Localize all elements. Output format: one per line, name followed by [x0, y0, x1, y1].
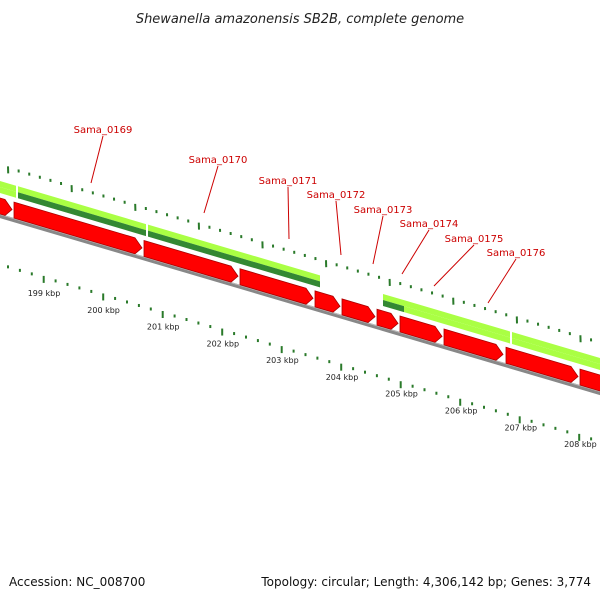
map-title: Shewanella amazonensis SB2B, complete ge… — [136, 12, 464, 27]
gene-leader-line — [372, 215, 384, 265]
backbone-line — [0, 213, 600, 396]
gene-arrow — [314, 290, 341, 313]
feature-track — [0, 181, 600, 371]
accession-label: Accession: NC_008700 — [9, 575, 145, 589]
gene-label: Sama_0171 — [259, 176, 318, 187]
gene-leader-line — [335, 200, 342, 256]
gene-arrow — [239, 268, 314, 305]
gene-leader-line — [487, 258, 517, 304]
feature-block — [244, 252, 320, 282]
feature-block-core — [18, 192, 146, 237]
feature-block-core — [404, 306, 510, 344]
gene-label: Sama_0174 — [400, 219, 459, 230]
kbp-label: 201 kbp — [147, 323, 180, 332]
gene-arrow — [376, 308, 399, 330]
gene-label: Sama_0169 — [74, 125, 133, 136]
top-tick-marks — [7, 166, 593, 343]
feature-block — [404, 300, 510, 338]
gene-arrow — [341, 298, 376, 324]
genome-backbone — [0, 213, 600, 396]
gene-label: Sama_0173 — [354, 205, 413, 216]
feature-block — [0, 181, 16, 192]
gene-arrow — [443, 328, 504, 361]
bottom-tick-marks — [7, 265, 593, 441]
kbp-scale-labels: 199 kbp 200 kbp 201 kbp 202 kbp 203 kbp 204 k… — [28, 289, 597, 449]
kbp-label: 200 kbp — [87, 306, 120, 315]
kbp-label: 205 kbp — [385, 390, 418, 399]
gene-label: Sama_0175 — [445, 234, 504, 245]
gene-arrow-track — [0, 197, 600, 392]
kbp-label: 206 kbp — [445, 406, 478, 415]
feature-block-core — [244, 258, 320, 288]
feature-block-core — [512, 338, 600, 371]
gene-leader-line — [433, 244, 475, 287]
kbp-label: 204 kbp — [326, 373, 359, 382]
feature-block — [383, 293, 404, 307]
gene-arrow — [143, 239, 239, 283]
kbp-label: 199 kbp — [28, 289, 61, 298]
gene-arrow — [579, 368, 600, 392]
feature-block-core — [383, 299, 404, 313]
feature-block-core — [0, 187, 16, 198]
feature-block — [512, 332, 600, 365]
gene-arrow — [399, 315, 443, 343]
kbp-label: 207 kbp — [504, 423, 537, 432]
gene-arrow — [13, 201, 143, 255]
gene-arrow — [0, 197, 13, 216]
feature-block-core — [148, 230, 244, 265]
gene-leader-line — [401, 229, 430, 275]
gene-label: Sama_0170 — [189, 155, 248, 166]
gene-arrow — [505, 346, 579, 383]
kbp-label: 203 kbp — [266, 356, 299, 365]
gene-labels: Sama_0169 Sama_0170 Sama_0171 Sama_0172 Sama… — [74, 125, 546, 304]
gene-label: Sama_0172 — [307, 190, 366, 201]
gene-leader-line — [90, 135, 104, 184]
gene-leader-line — [287, 186, 290, 240]
feature-block — [18, 186, 146, 231]
feature-block — [148, 224, 244, 259]
gene-label: Sama_0176 — [487, 248, 546, 259]
backbone-highlight — [0, 213, 600, 393]
kbp-label: 202 kbp — [206, 339, 239, 348]
gene-leader-line — [203, 165, 219, 214]
kbp-label: 208 kbp — [564, 440, 597, 449]
genome-stats-label: Topology: circular; Length: 4,306,142 bp… — [260, 575, 591, 589]
